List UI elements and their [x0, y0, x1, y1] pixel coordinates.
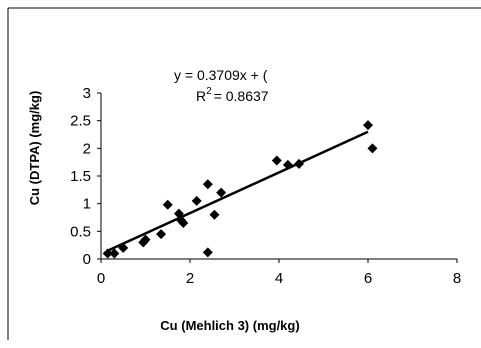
- trendline-r2: R2 = 0.8637: [196, 86, 269, 104]
- tick-labels: 0 0.5 1 1.5 2 2.5 3 0 2 4 6 8: [70, 85, 461, 287]
- data-point: [271, 155, 282, 166]
- data-points: [102, 120, 378, 259]
- data-point: [191, 195, 202, 206]
- data-point: [216, 187, 227, 198]
- y-tick-label: 1: [83, 196, 91, 213]
- data-point: [156, 229, 167, 240]
- x-tick-label: 6: [364, 270, 372, 287]
- data-point: [162, 199, 173, 210]
- data-point: [178, 218, 189, 229]
- data-point: [367, 143, 378, 154]
- y-axis-title: Cu (DTPA) (mg/kg): [27, 91, 42, 206]
- y-tick-label: 0.5: [70, 223, 91, 240]
- axes: [100, 93, 457, 260]
- trendline: [107, 130, 369, 252]
- r2-value: = 0.8637: [214, 88, 269, 104]
- trendline-equation: y = 0.3709x + (: [174, 67, 268, 83]
- data-point: [140, 234, 151, 245]
- data-point: [202, 179, 213, 190]
- y-tick-label: 0: [83, 251, 91, 268]
- x-tick-label: 2: [186, 270, 194, 287]
- trendline-group: [107, 130, 369, 252]
- r2-superscript: 2: [206, 86, 212, 97]
- data-point: [118, 242, 129, 253]
- y-tick-label: 1.5: [70, 168, 91, 185]
- r2-label: R: [196, 88, 206, 104]
- y-tick-label: 2: [83, 140, 91, 157]
- x-tick-label: 4: [275, 270, 283, 287]
- data-point: [202, 247, 213, 258]
- data-point: [363, 120, 373, 131]
- y-tick-label: 3: [83, 85, 91, 102]
- data-point: [109, 248, 120, 259]
- data-point: [294, 158, 305, 169]
- x-tick-label: 8: [453, 270, 461, 287]
- data-point: [102, 248, 113, 259]
- x-axis-title: Cu (Mehlich 3) (mg/kg): [160, 318, 299, 333]
- y-tick-label: 2.5: [70, 113, 91, 130]
- data-point: [209, 209, 220, 220]
- data-point: [282, 159, 293, 170]
- x-tick-label: 0: [97, 270, 105, 287]
